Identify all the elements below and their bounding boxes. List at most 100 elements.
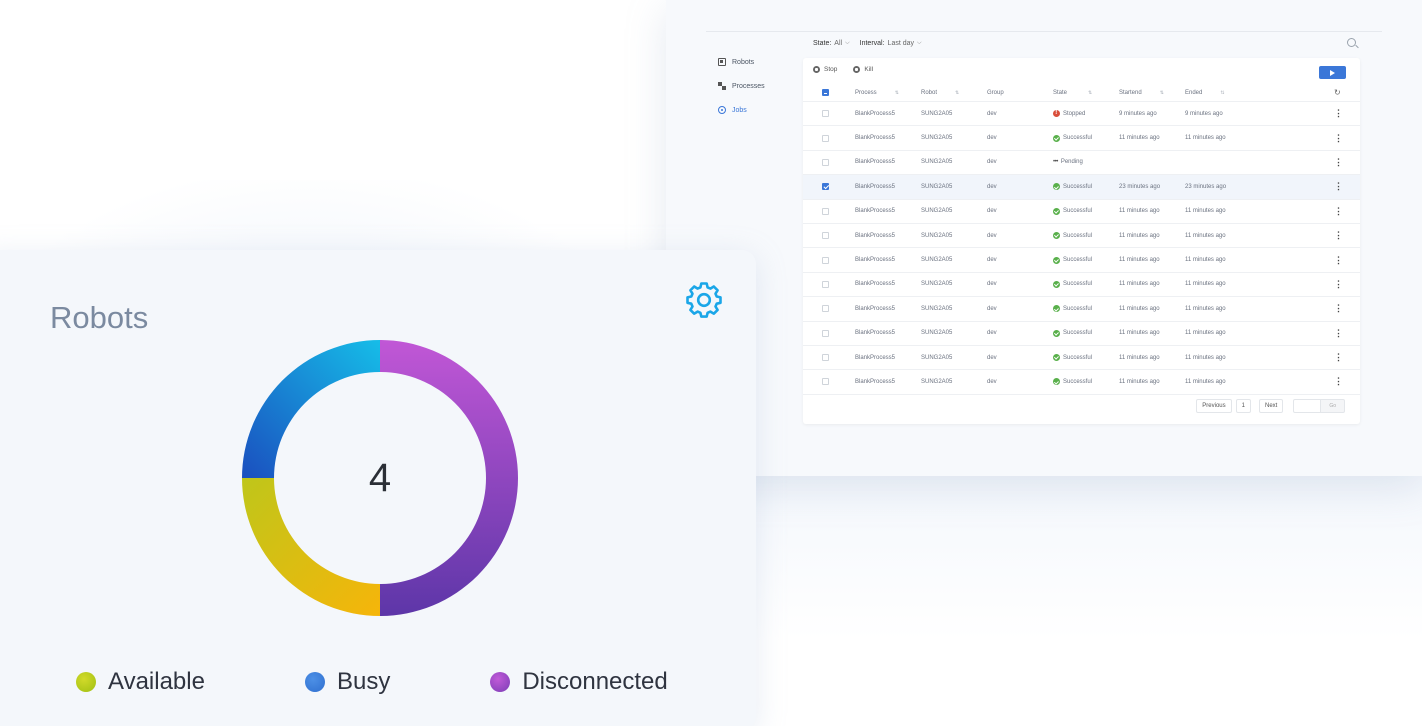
row-checkbox[interactable] bbox=[822, 110, 829, 118]
row-checkbox[interactable] bbox=[822, 183, 829, 191]
cell-group: dev bbox=[987, 110, 997, 117]
more-options-icon[interactable]: ⋮ bbox=[1334, 303, 1343, 314]
more-options-icon[interactable]: ⋮ bbox=[1334, 327, 1343, 338]
sidebar-item-robots[interactable]: Robots bbox=[718, 50, 798, 74]
search-icon[interactable] bbox=[1347, 38, 1356, 47]
page-number[interactable]: 1 bbox=[1235, 399, 1251, 413]
stop-button[interactable]: Stop bbox=[813, 66, 837, 73]
row-checkbox[interactable] bbox=[822, 232, 829, 240]
donut-segment-busy[interactable] bbox=[242, 340, 380, 478]
table-row[interactable]: BlankProcess5 SUNG2A05 dev Stopped 9 minutes… bbox=[803, 102, 1360, 127]
cell-state: Stopped bbox=[1053, 102, 1085, 125]
more-options-icon[interactable]: ⋮ bbox=[1334, 230, 1343, 241]
cell-robot: SUNG2A05 bbox=[921, 257, 953, 264]
previous-page-button[interactable]: Previous bbox=[1196, 399, 1232, 413]
sidebar: Robots Processes Jobs bbox=[718, 50, 798, 122]
page-jump-input[interactable] bbox=[1293, 399, 1322, 413]
table-row[interactable]: BlankProcess5 SUNG2A05 dev Successful 11 min… bbox=[803, 248, 1360, 273]
success-icon bbox=[1053, 354, 1060, 362]
table-row[interactable]: BlankProcess5 SUNG2A05 dev Successful 11 min… bbox=[803, 297, 1360, 322]
stop-label: Stop bbox=[824, 66, 838, 73]
row-checkbox[interactable] bbox=[822, 354, 829, 362]
cell-robot: SUNG2A05 bbox=[921, 305, 953, 312]
state-label: Successful bbox=[1063, 208, 1093, 215]
filter-bar: State: All ⌵ Interval: Last day ⌵ bbox=[813, 37, 922, 49]
row-checkbox[interactable] bbox=[822, 329, 829, 337]
table-row[interactable]: BlankProcess5 SUNG2A05 dev Successful 11 min… bbox=[803, 200, 1360, 224]
table-row[interactable]: BlankProcess5 SUNG2A05 dev Successful 11 min… bbox=[803, 322, 1360, 346]
legend-label: Busy bbox=[336, 668, 391, 695]
table-row[interactable]: BlankProcess5 SUNG2A05 dev Successful 11 min… bbox=[803, 346, 1360, 371]
row-checkbox[interactable] bbox=[822, 378, 829, 386]
row-checkbox[interactable] bbox=[822, 256, 829, 264]
column-header-group[interactable]: Group bbox=[987, 89, 1004, 96]
column-header-started[interactable]: Startend ⇅ bbox=[1119, 89, 1164, 96]
robot-icon bbox=[718, 58, 726, 66]
cell-robot: SUNG2A05 bbox=[921, 378, 953, 385]
success-icon bbox=[1053, 232, 1060, 240]
table-row[interactable]: BlankProcess5 SUNG2A05 dev Successful 11 min… bbox=[803, 224, 1360, 249]
row-checkbox[interactable] bbox=[822, 305, 829, 313]
interval-filter[interactable]: Interval: Last day ⌵ bbox=[860, 40, 922, 47]
cell-state: Successful bbox=[1053, 322, 1092, 345]
more-options-icon[interactable]: ⋮ bbox=[1334, 132, 1343, 143]
column-header-robot[interactable]: Robot ⇅ bbox=[921, 89, 960, 96]
cell-group: dev bbox=[987, 354, 997, 361]
table-header: Process ⇅ Robot ⇅ Group State ⇅ Startend ⇅ E… bbox=[803, 84, 1360, 102]
play-icon bbox=[1330, 69, 1335, 76]
state-label: Pending bbox=[1060, 159, 1083, 166]
more-options-icon[interactable]: ⋮ bbox=[1334, 108, 1343, 119]
sort-icon: ⇅ bbox=[1088, 89, 1093, 96]
row-checkbox[interactable] bbox=[822, 280, 829, 288]
sort-icon: ⇅ bbox=[955, 89, 960, 96]
row-checkbox[interactable] bbox=[822, 134, 829, 142]
more-options-icon[interactable]: ⋮ bbox=[1334, 205, 1343, 216]
cell-group: dev bbox=[987, 281, 997, 288]
cell-started: 11 minutes ago bbox=[1119, 281, 1160, 288]
column-header-ended[interactable]: Ended ⇅ bbox=[1185, 89, 1225, 96]
success-icon bbox=[1053, 305, 1060, 313]
table-row[interactable]: BlankProcess5 SUNG2A05 dev Successful 11 min… bbox=[803, 370, 1360, 395]
gear-icon[interactable] bbox=[684, 280, 724, 320]
next-page-button[interactable]: Next bbox=[1258, 399, 1284, 413]
legend-label: Disconnected bbox=[522, 668, 668, 695]
state-label: Successful bbox=[1063, 257, 1093, 264]
cell-process: BlankProcess5 bbox=[855, 257, 896, 264]
success-icon bbox=[1053, 134, 1060, 142]
table-row[interactable]: BlankProcess5 SUNG2A05 dev Successful 23 min… bbox=[803, 175, 1360, 200]
more-options-icon[interactable]: ⋮ bbox=[1334, 352, 1343, 363]
more-options-icon[interactable]: ⋮ bbox=[1334, 181, 1343, 192]
cell-group: dev bbox=[987, 159, 997, 166]
kill-button[interactable]: Kill bbox=[853, 66, 873, 73]
go-button[interactable]: Go bbox=[1321, 399, 1345, 413]
donut-segment-disconnected[interactable] bbox=[380, 340, 518, 616]
more-options-icon[interactable]: ⋮ bbox=[1334, 376, 1343, 387]
cell-ended: 9 minutes ago bbox=[1185, 110, 1223, 117]
more-options-icon[interactable]: ⋮ bbox=[1334, 278, 1343, 289]
column-header-state[interactable]: State ⇅ bbox=[1053, 89, 1093, 96]
cell-robot: SUNG2A05 bbox=[921, 232, 953, 239]
select-all-checkbox[interactable] bbox=[822, 89, 829, 96]
sidebar-item-processes[interactable]: Processes bbox=[718, 74, 798, 98]
donut-segment-available[interactable] bbox=[242, 478, 380, 616]
state-filter[interactable]: State: All ⌵ bbox=[813, 40, 850, 47]
state-label: Successful bbox=[1063, 281, 1093, 288]
state-label: Successful bbox=[1063, 354, 1093, 361]
cell-state: Successful bbox=[1053, 200, 1092, 223]
table-row[interactable]: BlankProcess5 SUNG2A05 dev Successful 11 min… bbox=[803, 126, 1360, 151]
state-label: Successful bbox=[1063, 305, 1093, 312]
more-options-icon[interactable]: ⋮ bbox=[1334, 156, 1343, 167]
refresh-icon[interactable]: ↻ bbox=[1334, 88, 1341, 97]
table-row[interactable]: BlankProcess5 SUNG2A05 dev Successful 11 min… bbox=[803, 273, 1360, 298]
legend-dot bbox=[304, 672, 325, 692]
column-header-process[interactable]: Process ⇅ bbox=[855, 89, 899, 96]
sidebar-item-jobs[interactable]: Jobs bbox=[718, 98, 798, 122]
cell-started: 11 minutes ago bbox=[1119, 135, 1160, 142]
cell-started: 23 minutes ago bbox=[1119, 183, 1161, 190]
table-row[interactable]: BlankProcess5 SUNG2A05 dev ••• Pending ⋮ bbox=[803, 151, 1360, 176]
card-title: Robots bbox=[50, 300, 149, 335]
more-options-icon[interactable]: ⋮ bbox=[1334, 254, 1343, 265]
start-job-button[interactable] bbox=[1319, 66, 1346, 79]
row-checkbox[interactable] bbox=[822, 207, 829, 215]
row-checkbox[interactable] bbox=[822, 158, 829, 166]
